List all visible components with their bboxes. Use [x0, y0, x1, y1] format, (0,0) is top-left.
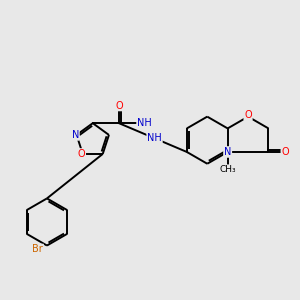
Text: NH: NH [137, 118, 152, 128]
Text: NH: NH [147, 133, 162, 142]
Text: CH₃: CH₃ [219, 165, 236, 174]
Text: Br: Br [32, 244, 43, 254]
Text: O: O [281, 147, 289, 157]
Text: O: O [115, 100, 123, 110]
Text: N: N [224, 147, 231, 157]
Text: O: O [244, 110, 252, 120]
Text: O: O [78, 149, 85, 159]
Text: N: N [72, 130, 79, 140]
